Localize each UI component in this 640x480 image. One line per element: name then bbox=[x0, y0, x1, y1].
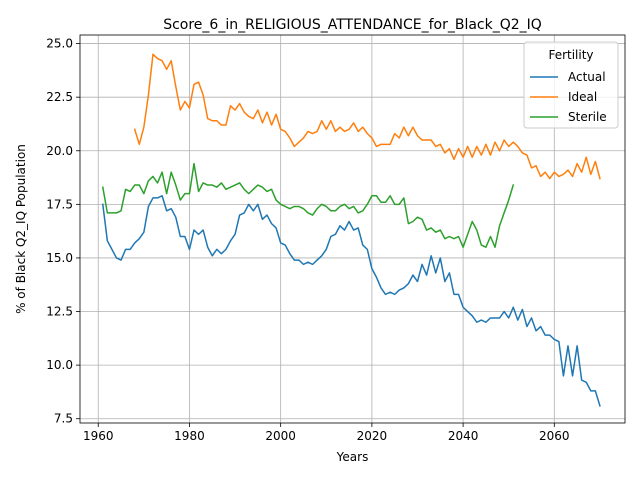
x-axis-title: Years bbox=[336, 450, 369, 464]
series-line-ideal bbox=[133, 53, 601, 180]
y-tick-label: 25.0 bbox=[46, 37, 73, 51]
legend-label-ideal: Ideal bbox=[568, 90, 597, 104]
chart-title: Score_6_in_RELIGIOUS_ATTENDANCE_for_Blac… bbox=[163, 17, 542, 33]
x-tick-label: 1960 bbox=[83, 429, 114, 443]
series-line-sterile bbox=[101, 162, 515, 248]
legend-title: Fertility bbox=[548, 48, 593, 62]
x-axis-ticks: 1960 1980 2000 2020 2040 2060 bbox=[83, 423, 570, 443]
legend-label-actual: Actual bbox=[568, 70, 606, 84]
legend-label-sterile: Sterile bbox=[568, 110, 607, 124]
y-axis-title: % of Black Q2_IQ Population bbox=[14, 144, 28, 314]
x-tick-label: 1980 bbox=[174, 429, 205, 443]
plot-area-frame bbox=[79, 34, 626, 424]
y-tick-label: 7.5 bbox=[54, 412, 73, 426]
series-line-actual bbox=[101, 195, 601, 407]
y-tick-label: 12.5 bbox=[46, 305, 73, 319]
legend-box bbox=[523, 41, 619, 129]
y-tick-label: 20.0 bbox=[46, 144, 73, 158]
y-tick-label: 10.0 bbox=[46, 358, 73, 372]
y-axis-ticks: 7.5 10.0 12.5 15.0 17.5 20.0 22.5 25.0 bbox=[46, 37, 80, 426]
y-tick-label: 15.0 bbox=[46, 251, 73, 265]
y-tick-label: 22.5 bbox=[46, 90, 73, 104]
grid-lines bbox=[80, 35, 625, 423]
x-tick-label: 2040 bbox=[448, 429, 479, 443]
x-tick-label: 2020 bbox=[357, 429, 388, 443]
legend: Fertility Actual Ideal Sterile bbox=[523, 41, 619, 129]
y-tick-label: 17.5 bbox=[46, 197, 73, 211]
x-tick-label: 2060 bbox=[539, 429, 570, 443]
x-tick-label: 2000 bbox=[265, 429, 296, 443]
series-lines bbox=[101, 53, 601, 407]
